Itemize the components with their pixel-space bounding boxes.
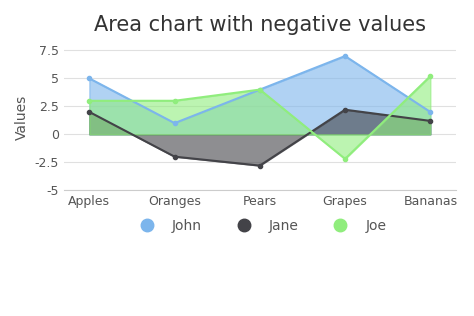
Legend: John, Jane, Joe: John, Jane, Joe (128, 213, 392, 239)
Title: Area chart with negative values: Area chart with negative values (94, 15, 426, 35)
Y-axis label: Values: Values (15, 95, 29, 140)
